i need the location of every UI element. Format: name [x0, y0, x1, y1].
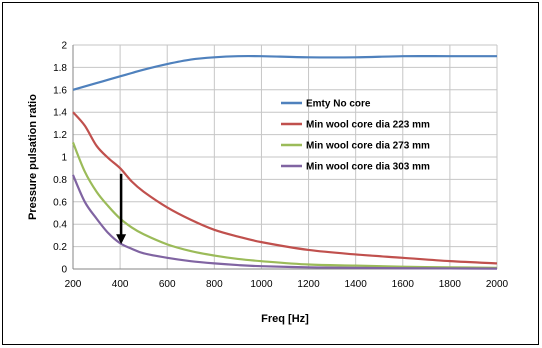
x-tick-label: 400 — [112, 279, 129, 290]
x-axis-title: Freq [Hz] — [261, 313, 309, 325]
x-tick-label: 800 — [206, 279, 223, 290]
x-tick-label: 1200 — [297, 279, 320, 290]
series-line-3 — [71, 142, 498, 269]
legend-label-1: Emty No core — [306, 99, 371, 110]
y-tick-label: 1.8 — [53, 63, 67, 74]
y-tick-label: 1.6 — [53, 85, 67, 96]
x-tick-label: 2000 — [486, 279, 509, 290]
legend: Emty No core Min wool core dia 223 mm Min … — [281, 99, 430, 173]
series-lines — [71, 54, 498, 270]
y-tick-label: 0.6 — [53, 197, 67, 208]
y-tick-label: 2 — [61, 41, 67, 52]
legend-label-2: Min wool core dia 223 mm — [306, 120, 430, 131]
x-tick-label: 600 — [159, 279, 176, 290]
y-tick-label: 0.8 — [53, 175, 67, 186]
x-tick-label: 1600 — [392, 279, 415, 290]
y-tick-label: 1 — [61, 153, 67, 164]
y-tick-label: 1.4 — [53, 108, 67, 119]
legend-label-4: Min wool core dia 303 mm — [306, 162, 430, 173]
x-tick-label: 200 — [65, 279, 82, 290]
x-tick-label: 1800 — [439, 279, 462, 290]
y-tick-label: 1.2 — [53, 130, 67, 141]
y-axis-title: Pressure pulsation ratio — [27, 94, 39, 220]
y-tick-label: 0.2 — [53, 242, 67, 253]
tick-labels: 0 0.2 0.4 0.6 0.8 1 1.2 1.4 1.6 1.8 2 200 400 600 800 1… — [53, 41, 508, 291]
grid — [72, 44, 498, 270]
series-line-1 — [72, 54, 497, 91]
arrow-head — [116, 234, 127, 245]
series-line-2 — [72, 111, 498, 265]
y-tick-label: 0.4 — [53, 220, 67, 231]
legend-label-3: Min wool core dia 273 mm — [306, 141, 430, 152]
x-tick-label: 1000 — [250, 279, 273, 290]
y-tick-label: 0 — [61, 265, 67, 276]
series-line-4 — [71, 174, 498, 270]
x-tick-label: 1400 — [345, 279, 368, 290]
annotation — [116, 173, 127, 245]
